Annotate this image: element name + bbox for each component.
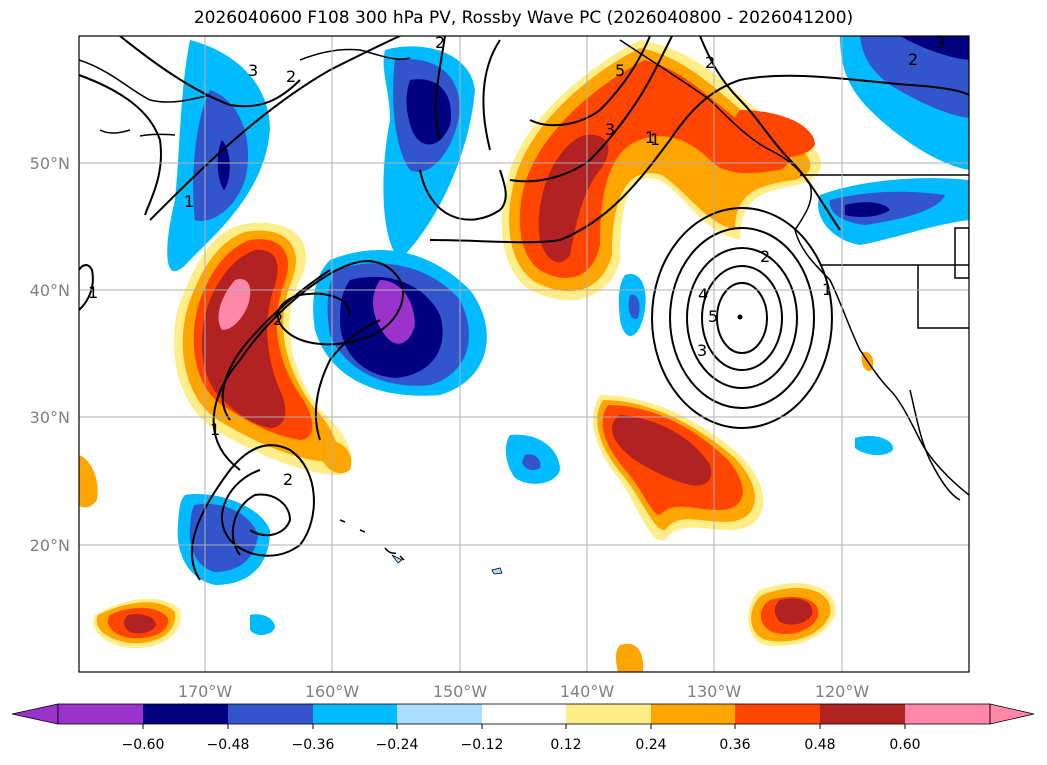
colorbar-seg-1: [143, 704, 228, 724]
wave-pc-contours: [79, 36, 969, 581]
svg-text:1: 1: [645, 128, 655, 147]
svg-text:30°N: 30°N: [30, 408, 70, 427]
svg-text:50°N: 50°N: [30, 154, 70, 173]
colorbar-seg-3: [313, 704, 397, 724]
colorbar-tick-label: 0.48: [804, 737, 835, 753]
svg-text:1: 1: [822, 280, 832, 299]
colorbar-tick-label: −0.36: [292, 737, 335, 753]
svg-text:1: 1: [88, 283, 98, 302]
colorbar-seg-6: [566, 704, 651, 724]
svg-text:2: 2: [286, 67, 296, 86]
graticule: [79, 36, 969, 672]
anomaly-fill-blobs: [79, 36, 969, 672]
colorbar-tick-label: 0.24: [635, 737, 666, 753]
colorbar-min-arrow: [11, 703, 59, 725]
contour-labels: 3 2 1 2 3 5 2 1 1 2 1 2 1 2 2 3 4 5 1 3: [88, 33, 945, 489]
svg-text:20°N: 20°N: [30, 536, 70, 555]
svg-text:2: 2: [273, 310, 283, 329]
svg-text:40°N: 40°N: [30, 281, 70, 300]
svg-text:5: 5: [615, 61, 625, 80]
colorbar-tick-label: −0.24: [376, 737, 419, 753]
svg-text:1: 1: [184, 192, 194, 211]
colorbar-seg-2: [228, 704, 313, 724]
svg-text:3: 3: [605, 120, 615, 139]
colorbar-tick-label: 0.36: [719, 737, 750, 753]
svg-text:1: 1: [650, 130, 660, 149]
colorbar-tick-label: −0.12: [461, 737, 504, 753]
colorbar-max-arrow: [989, 703, 1035, 725]
latitude-labels: 50°N 40°N 30°N 20°N: [30, 154, 70, 555]
svg-text:160°W: 160°W: [305, 682, 360, 701]
colorbar: −0.60 −0.48 −0.36 −0.24 −0.12 0.12 0.24 …: [11, 703, 1035, 753]
colorbar-tick-label: 0.60: [889, 737, 920, 753]
svg-text:3: 3: [935, 33, 945, 52]
svg-text:120°W: 120°W: [815, 682, 870, 701]
svg-text:2: 2: [908, 50, 918, 69]
map-title: 2026040600 F108 300 hPa PV, Rossby Wave …: [193, 8, 854, 28]
colorbar-seg-8: [735, 704, 820, 724]
colorbar-seg-5: [482, 704, 566, 724]
svg-text:150°W: 150°W: [433, 682, 488, 701]
svg-text:5: 5: [708, 307, 718, 326]
map-frame: [78, 35, 970, 673]
svg-text:2: 2: [760, 247, 770, 266]
longitude-labels: 170°W 160°W 150°W 140°W 130°W 120°W: [178, 682, 870, 701]
svg-text:2: 2: [705, 53, 715, 72]
colorbar-seg-9: [820, 704, 905, 724]
svg-text:1: 1: [210, 420, 220, 439]
svg-text:3: 3: [697, 341, 707, 360]
colorbar-seg-7: [651, 704, 735, 724]
svg-text:130°W: 130°W: [687, 682, 742, 701]
svg-text:2: 2: [283, 470, 293, 489]
colorbar-seg-0: [58, 704, 143, 724]
colorbar-seg-4: [397, 704, 482, 724]
colorbar-seg-10: [905, 704, 990, 724]
colorbar-tick-label: −0.48: [207, 737, 250, 753]
colorbar-tick-label: 0.12: [550, 737, 581, 753]
colorbar-ticks: [142, 724, 906, 729]
svg-text:4: 4: [698, 285, 708, 304]
colorbar-tick-label: −0.60: [122, 737, 165, 753]
svg-text:170°W: 170°W: [178, 682, 233, 701]
svg-text:3: 3: [248, 61, 258, 80]
svg-text:140°W: 140°W: [560, 682, 615, 701]
coastlines: [79, 39, 969, 561]
svg-text:2: 2: [435, 33, 445, 52]
